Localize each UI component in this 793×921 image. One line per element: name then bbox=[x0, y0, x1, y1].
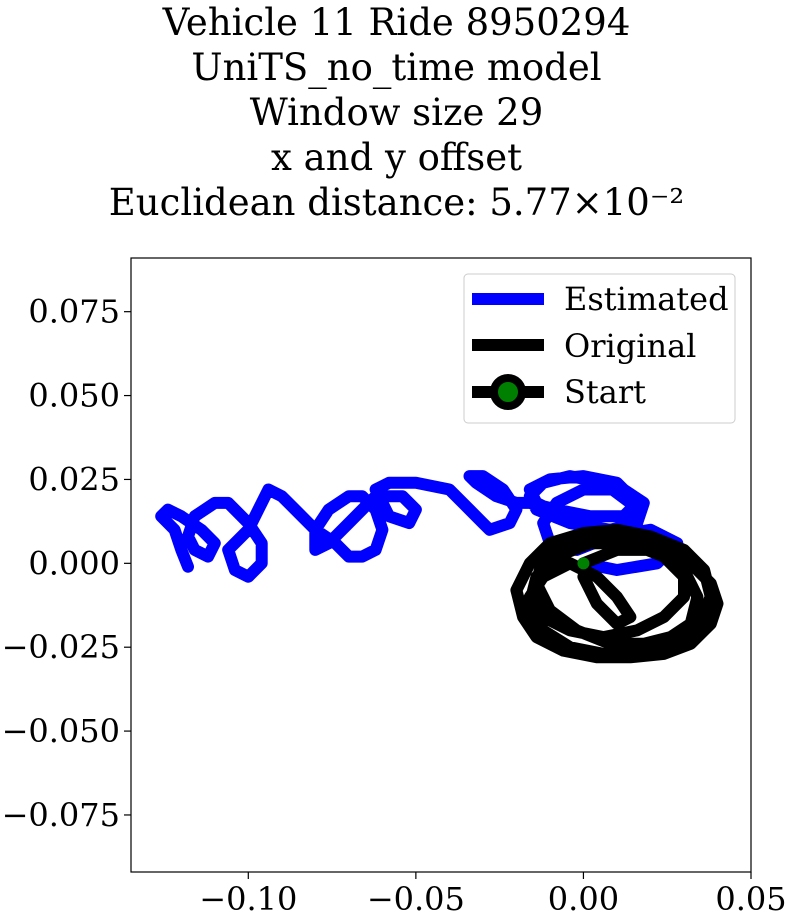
y-tick-label: −0.075 bbox=[2, 796, 120, 834]
start-point-marker bbox=[577, 557, 590, 570]
legend: Estimated Original Start bbox=[463, 273, 736, 424]
y-tick-label: 0.025 bbox=[28, 460, 120, 498]
plot-frame bbox=[130, 257, 752, 873]
estimated-trajectory-line bbox=[155, 470, 684, 583]
title-line: x and y offset bbox=[271, 136, 522, 179]
x-tick-label: −0.05 bbox=[367, 880, 465, 918]
legend-label-estimated: Estimated bbox=[564, 280, 729, 318]
y-tick-label: 0.050 bbox=[28, 377, 120, 415]
title-line: Window size 29 bbox=[249, 91, 544, 134]
title-line: UniTS_no_time model bbox=[191, 46, 602, 89]
y-tick-label: −0.025 bbox=[2, 628, 120, 666]
y-tick-label: −0.050 bbox=[2, 712, 120, 750]
x-tick-label: −0.10 bbox=[199, 880, 297, 918]
title-line: Euclidean distance: 5.77×10⁻² bbox=[108, 181, 685, 224]
legend-swatch-start-marker bbox=[490, 374, 526, 410]
original-trajectory-line bbox=[510, 523, 724, 664]
y-tick-label: 0.075 bbox=[28, 293, 120, 331]
title-line: Vehicle 11 Ride 8950294 bbox=[162, 1, 631, 44]
legend-label-start: Start bbox=[564, 373, 646, 411]
axes-layer: −0.10 −0.05 0.00 0.05 0.075 0.050 0.025 0.000 −0… bbox=[2, 293, 787, 918]
chart-title: Vehicle 11 Ride 8950294 UniTS_no_time mo… bbox=[0, 0, 793, 225]
series-layer bbox=[155, 470, 724, 664]
legend-box bbox=[463, 273, 736, 424]
x-tick-label: 0.05 bbox=[715, 880, 786, 918]
legend-label-original: Original bbox=[564, 327, 696, 365]
y-tick-label: 0.000 bbox=[28, 544, 120, 582]
x-tick-label: 0.00 bbox=[548, 880, 619, 918]
